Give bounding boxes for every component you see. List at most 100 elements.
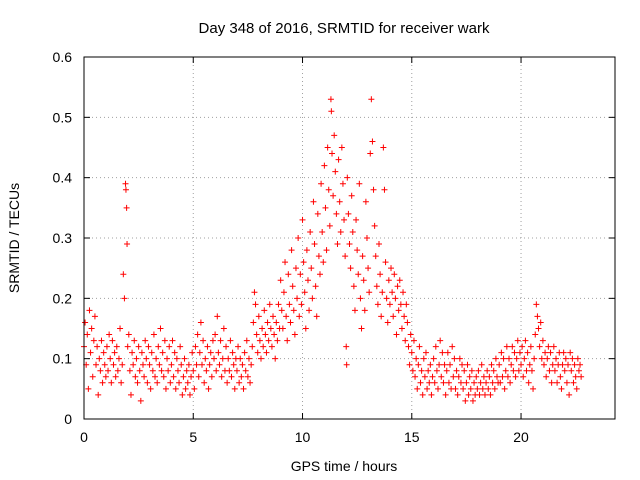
data-point xyxy=(274,337,281,344)
data-point xyxy=(526,361,533,368)
data-point xyxy=(216,361,223,368)
data-point xyxy=(153,355,160,362)
data-point xyxy=(439,349,446,356)
data-point xyxy=(195,373,202,380)
axis-ticks: 0 0.1 0.2 0.3 0.4 0.5 0.6 0 5 10 15 20 xyxy=(53,49,615,445)
data-point xyxy=(188,373,195,380)
data-point xyxy=(238,373,245,380)
data-point xyxy=(215,349,222,356)
data-point xyxy=(569,355,576,362)
data-point xyxy=(424,385,431,392)
data-point xyxy=(253,331,260,338)
data-point xyxy=(403,301,410,308)
data-point xyxy=(523,367,530,374)
data-point xyxy=(544,355,551,362)
data-point xyxy=(288,247,295,254)
data-point xyxy=(311,241,318,248)
data-point xyxy=(181,355,188,362)
data-point xyxy=(168,361,175,368)
x-tick-label: 10 xyxy=(295,429,311,445)
data-point xyxy=(254,349,261,356)
data-point xyxy=(417,379,424,386)
data-point xyxy=(278,307,285,314)
data-point xyxy=(371,222,378,229)
data-point xyxy=(558,385,565,392)
data-point xyxy=(346,241,353,248)
data-point xyxy=(244,373,251,380)
data-point xyxy=(197,319,204,326)
y-tick-label: 0 xyxy=(64,411,72,427)
data-point xyxy=(506,355,513,362)
data-point xyxy=(475,367,482,374)
data-point xyxy=(117,325,124,332)
data-point xyxy=(507,379,514,386)
data-point xyxy=(87,349,94,356)
data-point xyxy=(308,265,315,272)
data-point xyxy=(201,379,208,386)
data-point xyxy=(110,361,117,368)
data-point xyxy=(178,361,185,368)
data-point xyxy=(235,343,242,350)
data-point xyxy=(425,367,432,374)
data-point xyxy=(550,343,557,350)
data-point xyxy=(337,228,344,235)
data-point xyxy=(524,349,531,356)
data-point xyxy=(373,283,380,290)
data-point xyxy=(98,337,105,344)
data-point xyxy=(477,379,484,386)
data-point xyxy=(290,307,297,314)
data-point xyxy=(512,373,519,380)
data-point xyxy=(322,204,329,211)
data-point xyxy=(237,355,244,362)
data-point xyxy=(241,349,248,356)
data-point xyxy=(574,355,581,362)
data-point xyxy=(295,235,302,241)
data-point xyxy=(256,337,263,344)
data-point xyxy=(481,391,488,398)
data-point xyxy=(169,337,176,344)
data-point xyxy=(478,361,485,368)
data-point xyxy=(406,361,413,368)
data-point xyxy=(341,216,348,223)
data-point xyxy=(433,367,440,374)
data-point xyxy=(563,379,570,386)
data-point xyxy=(179,391,186,398)
data-point xyxy=(294,295,301,302)
data-point xyxy=(99,379,106,386)
data-point xyxy=(548,379,555,386)
data-point xyxy=(418,367,425,374)
data-point xyxy=(421,373,428,380)
y-tick-label: 0.5 xyxy=(53,109,73,125)
data-point xyxy=(469,397,476,404)
data-point xyxy=(282,259,289,266)
data-point xyxy=(131,337,138,344)
data-point xyxy=(342,253,349,260)
data-point xyxy=(557,373,564,380)
data-point xyxy=(300,259,307,266)
data-point xyxy=(119,361,126,368)
data-point xyxy=(105,367,112,374)
data-point xyxy=(501,385,508,392)
data-point xyxy=(299,216,306,223)
data-point xyxy=(173,355,180,362)
data-point xyxy=(219,355,226,362)
data-point xyxy=(126,367,133,374)
data-point xyxy=(551,367,558,374)
data-point xyxy=(577,361,584,368)
data-point xyxy=(292,265,299,272)
data-point xyxy=(414,385,421,392)
data-point xyxy=(508,361,515,368)
data-point xyxy=(251,289,258,296)
data-point xyxy=(435,385,441,392)
data-point xyxy=(372,253,379,260)
data-point xyxy=(297,271,304,278)
data-point xyxy=(571,361,578,368)
data-point xyxy=(252,301,259,308)
data-point xyxy=(138,349,145,356)
data-point xyxy=(441,361,448,368)
data-point xyxy=(132,373,139,380)
data-point xyxy=(309,295,316,302)
data-point xyxy=(212,331,219,338)
data-point xyxy=(451,355,458,362)
data-point xyxy=(503,343,510,350)
